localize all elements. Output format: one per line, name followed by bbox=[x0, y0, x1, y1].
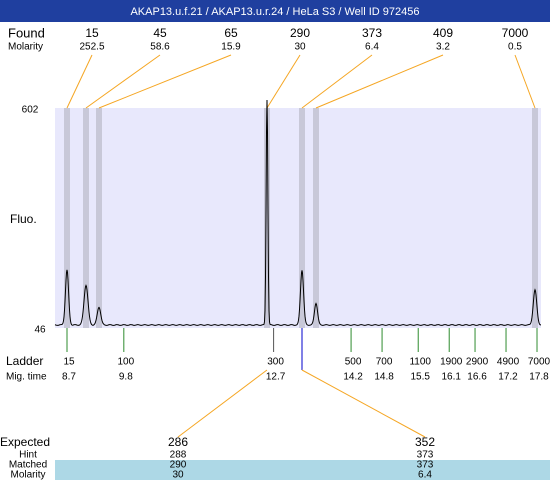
ladder-time: 14.8 bbox=[374, 372, 394, 383]
y-max-label: 602 bbox=[22, 105, 39, 116]
expected-connector bbox=[301, 369, 426, 438]
peak-connector bbox=[98, 54, 232, 109]
found-molarity: 15.9 bbox=[221, 42, 241, 53]
found-molarity: 58.6 bbox=[150, 42, 170, 53]
found-molarity: 0.5 bbox=[508, 42, 522, 53]
hint-label: Hint bbox=[19, 450, 37, 461]
found-size: 7000 bbox=[502, 26, 529, 40]
peak-connector bbox=[315, 54, 444, 109]
peak-band bbox=[313, 108, 319, 328]
ladder-size: 7000 bbox=[528, 357, 550, 368]
peak-band bbox=[83, 108, 89, 328]
ladder-time: 16.1 bbox=[441, 372, 461, 383]
hint-size: 288 bbox=[170, 450, 187, 461]
peak-band bbox=[299, 108, 305, 328]
hint-size: 373 bbox=[417, 450, 434, 461]
found-molarity: 252.5 bbox=[79, 42, 104, 53]
peak-connector bbox=[301, 54, 373, 109]
ladder-time: 9.8 bbox=[119, 372, 133, 383]
ladder-size: 300 bbox=[267, 357, 284, 368]
matched-label: Matched bbox=[9, 460, 47, 471]
trace bbox=[54, 99, 541, 326]
peak-connector bbox=[85, 54, 161, 109]
ladder-time: 16.6 bbox=[467, 372, 487, 383]
title-bar bbox=[0, 0, 550, 22]
expected-label: Expected bbox=[0, 435, 50, 449]
found-size: 373 bbox=[362, 26, 382, 40]
peak-connector bbox=[66, 54, 93, 109]
ladder-time: 12.7 bbox=[266, 372, 286, 383]
found-size: 409 bbox=[433, 26, 453, 40]
matched-size: 290 bbox=[170, 460, 187, 471]
mig-time-label: Mig. time bbox=[6, 372, 47, 383]
ladder-time: 15.5 bbox=[410, 372, 430, 383]
expected-molarity: 6.4 bbox=[418, 470, 432, 480]
y-axis-label: Fluo. bbox=[10, 212, 37, 226]
ladder-time: 17.8 bbox=[529, 372, 549, 383]
ladder-size: 2900 bbox=[466, 357, 489, 368]
found-label: Found bbox=[8, 25, 45, 40]
peak-band bbox=[96, 108, 102, 328]
ladder-time: 14.2 bbox=[343, 372, 363, 383]
ladder-size: 100 bbox=[117, 357, 134, 368]
molarity-label: Molarity bbox=[8, 42, 43, 53]
ladder-time: 8.7 bbox=[62, 372, 76, 383]
expected-size: 352 bbox=[415, 435, 435, 449]
ladder-size: 700 bbox=[376, 357, 393, 368]
ladder-label: Ladder bbox=[6, 354, 43, 368]
found-molarity: 6.4 bbox=[365, 42, 379, 53]
expected-molarity: 30 bbox=[172, 470, 184, 480]
found-size: 15 bbox=[85, 26, 99, 40]
found-size: 65 bbox=[224, 26, 238, 40]
peak-band bbox=[264, 108, 270, 328]
expected-size: 286 bbox=[168, 435, 188, 449]
found-size: 45 bbox=[153, 26, 167, 40]
ladder-size: 4900 bbox=[497, 357, 520, 368]
title: AKAP13.u.f.21 / AKAP13.u.r.24 / HeLa S3 … bbox=[130, 6, 419, 18]
ladder-size: 500 bbox=[345, 357, 362, 368]
peak-connector bbox=[266, 54, 301, 109]
matched-row-bg bbox=[55, 460, 550, 480]
matched-size: 373 bbox=[417, 460, 434, 471]
peak-band bbox=[532, 108, 538, 328]
ladder-time: 17.2 bbox=[498, 372, 518, 383]
ladder-size: 1900 bbox=[440, 357, 463, 368]
found-size: 290 bbox=[290, 26, 310, 40]
found-molarity: 30 bbox=[294, 42, 306, 53]
ladder-size: 1100 bbox=[409, 357, 431, 368]
y-min-label: 46 bbox=[34, 325, 46, 336]
expected-molarity-label: Molarity bbox=[10, 470, 45, 480]
peak-band bbox=[64, 108, 70, 328]
ladder-size: 15 bbox=[63, 357, 75, 368]
plot-area bbox=[55, 108, 541, 328]
expected-connector bbox=[177, 369, 268, 438]
peak-connector bbox=[514, 54, 536, 109]
found-molarity: 3.2 bbox=[436, 42, 450, 53]
